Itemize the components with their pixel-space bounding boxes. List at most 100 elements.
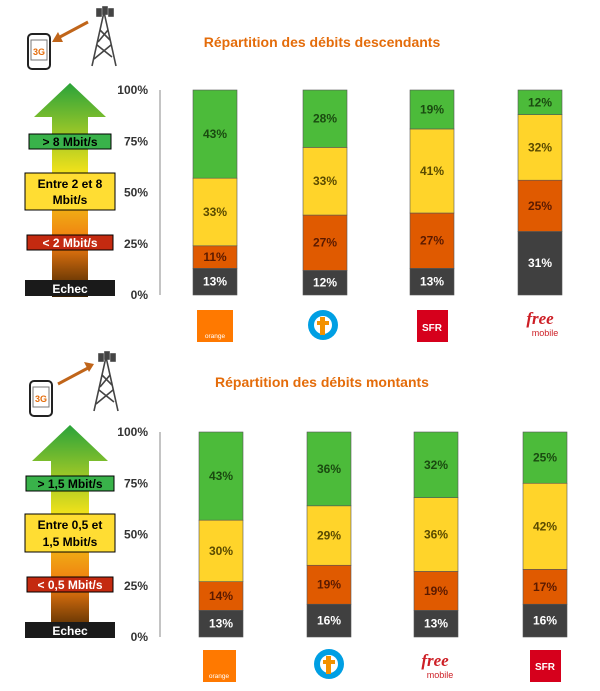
legend-band-high: > 1,5 Mbit/s bbox=[37, 477, 102, 491]
orange-logo-icon: orange bbox=[203, 650, 236, 682]
y-tick-label: 50% bbox=[124, 186, 148, 200]
bar-segment bbox=[517, 179, 563, 232]
bar-segment bbox=[522, 569, 568, 605]
cell-tower-icon bbox=[91, 6, 117, 67]
bar-segment bbox=[302, 147, 348, 216]
bar-data-label: 19% bbox=[424, 584, 448, 598]
bottom-header: 3G Répartition des débits montants bbox=[29, 351, 429, 417]
bar-segment bbox=[198, 519, 244, 582]
bar-segment bbox=[409, 89, 455, 130]
bar-segment bbox=[306, 603, 352, 638]
legend-uplink: > 1,5 Mbit/s Entre 0,5 et 1,5 Mbit/s < 0… bbox=[24, 425, 116, 638]
bar-segment bbox=[302, 89, 348, 148]
free-mobile-logo-icon: free mobile bbox=[526, 309, 558, 338]
legend-band-mid-1: Entre 2 et 8 bbox=[38, 177, 103, 191]
legend-downlink: > 8 Mbit/s Entre 2 et 8 Mbit/s < 2 Mbit/… bbox=[24, 83, 116, 297]
y-tick-label: 75% bbox=[124, 134, 148, 148]
bar-data-label: 14% bbox=[209, 589, 233, 603]
y-tick-label: 100% bbox=[117, 83, 148, 97]
bar-segment bbox=[517, 114, 563, 181]
bar-data-label: 16% bbox=[317, 614, 341, 628]
bar-segment bbox=[413, 610, 459, 638]
bar-data-label: 12% bbox=[528, 95, 552, 109]
legend-band-mid-1: Entre 0,5 et bbox=[38, 518, 103, 532]
bar-data-label: 17% bbox=[533, 580, 557, 594]
bar-data-label: 16% bbox=[533, 614, 557, 628]
free-mobile-logo-icon: free mobile bbox=[421, 651, 453, 680]
bar-data-label: 32% bbox=[424, 458, 448, 472]
bar-segment bbox=[198, 581, 244, 611]
bar-data-label: 42% bbox=[533, 519, 557, 533]
bar-segment bbox=[409, 268, 455, 296]
bar-data-label: 13% bbox=[424, 617, 448, 631]
bouygues-logo-icon bbox=[314, 649, 344, 679]
sfr-logo-text: SFR bbox=[422, 323, 443, 334]
top-header: 3G Répartition des débits descendants bbox=[27, 6, 440, 70]
bar-data-label: 25% bbox=[528, 199, 552, 213]
bar-data-label: 12% bbox=[313, 276, 337, 290]
y-tick-label: 75% bbox=[124, 476, 148, 490]
network-badge: 3G bbox=[35, 394, 47, 404]
bar-segment bbox=[522, 431, 568, 484]
bar-data-label: 29% bbox=[317, 529, 341, 543]
mobile-logo-text: mobile bbox=[532, 328, 559, 338]
orange-logo-text: orange bbox=[205, 333, 226, 340]
bar-data-label: 33% bbox=[313, 174, 337, 188]
orange-logo-text: orange bbox=[209, 673, 230, 680]
bar-segment bbox=[413, 431, 459, 498]
bar-segment bbox=[306, 564, 352, 605]
bar-data-label: 33% bbox=[203, 205, 227, 219]
legend-band-low: < 2 Mbit/s bbox=[42, 236, 97, 250]
legend-band-mid-2: Mbit/s bbox=[53, 193, 88, 207]
y-tick-label: 0% bbox=[131, 288, 149, 302]
bar-data-label: 30% bbox=[209, 544, 233, 558]
bar-data-label: 13% bbox=[420, 275, 444, 289]
free-logo-text: free bbox=[526, 309, 554, 328]
chart-title-uplink: Répartition des débits montants bbox=[215, 374, 429, 390]
bar-data-label: 43% bbox=[203, 127, 227, 141]
bar-data-label: 32% bbox=[528, 140, 552, 154]
legend-band-high: > 8 Mbit/s bbox=[42, 135, 97, 149]
bar-data-label: 19% bbox=[420, 102, 444, 116]
bar-segment bbox=[198, 610, 244, 638]
bar-segment bbox=[413, 497, 459, 572]
y-tick-label: 25% bbox=[124, 579, 148, 593]
bar-segment bbox=[192, 268, 238, 296]
bar-data-label: 36% bbox=[317, 462, 341, 476]
bar-segment bbox=[306, 505, 352, 566]
bar-segment bbox=[517, 231, 563, 296]
legend-band-low: < 0,5 Mbit/s bbox=[37, 578, 102, 592]
downlink-chart: 0% 25% 50% 75% 100% 13% 11% 33% 43% 12% 27% 33% 28% 1… bbox=[117, 83, 563, 302]
bar-data-label: 13% bbox=[209, 617, 233, 631]
bar-segment bbox=[522, 482, 568, 570]
bar-data-label: 19% bbox=[317, 578, 341, 592]
bouygues-logo-icon bbox=[308, 310, 338, 340]
legend-band-mid-2: 1,5 Mbit/s bbox=[43, 535, 98, 549]
sfr-logo-text: SFR bbox=[535, 662, 556, 673]
phone-icon: 3G bbox=[27, 33, 51, 70]
bar-segment bbox=[302, 214, 348, 271]
bar-segment bbox=[517, 89, 563, 115]
bar-data-label: 27% bbox=[420, 234, 444, 248]
sfr-logo-icon: SFR bbox=[417, 310, 448, 342]
y-tick-label: 100% bbox=[117, 425, 148, 439]
bar-segment bbox=[192, 89, 238, 179]
bar-data-label: 43% bbox=[209, 469, 233, 483]
bar-data-label: 27% bbox=[313, 236, 337, 250]
bar-segment bbox=[409, 212, 455, 269]
bar-data-label: 11% bbox=[203, 250, 227, 264]
bar-data-label: 31% bbox=[528, 256, 552, 270]
bar-segment bbox=[192, 177, 238, 247]
signal-arrow-icon bbox=[52, 20, 89, 42]
sfr-logo-icon: SFR bbox=[530, 650, 561, 682]
bar-data-label: 28% bbox=[313, 112, 337, 126]
bar-data-label: 41% bbox=[420, 164, 444, 178]
bar-data-label: 36% bbox=[424, 528, 448, 542]
legend-band-fail: Echec bbox=[52, 624, 88, 638]
bar-data-label: 25% bbox=[533, 451, 557, 465]
uplink-chart: 0% 25% 50% 75% 100% 13% 14% 30% 43% 16% 19% 29% 36% 1… bbox=[117, 425, 568, 644]
mobile-logo-text: mobile bbox=[427, 670, 454, 680]
free-logo-text: free bbox=[421, 651, 449, 670]
bar-segment bbox=[409, 128, 455, 214]
